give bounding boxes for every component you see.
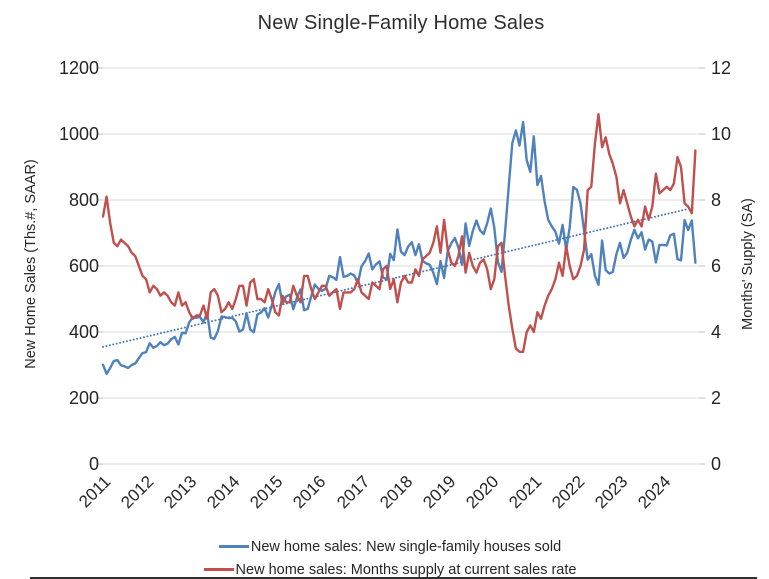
left-axis-tick-label: 600 — [68, 256, 99, 276]
left-axis-tick-label: 400 — [68, 322, 99, 342]
left-axis-tick-label: 200 — [68, 388, 99, 408]
left-axis-tick-label: 1000 — [58, 124, 99, 144]
right-axis-tick-label: 2 — [711, 388, 722, 408]
chart-title: New Single-Family Home Sales — [257, 12, 545, 34]
left-axis-tick-label: 0 — [88, 454, 99, 474]
legend-line-swatch-red — [203, 568, 234, 571]
bottom-border-line — [30, 577, 757, 579]
legend-item-months-supply: New home sales: Months supply at current… — [203, 560, 577, 579]
left-axis-tick-label: 1200 — [58, 58, 99, 78]
legend: New home sales: New single-family houses… — [60, 537, 720, 579]
right-axis-tick-label: 0 — [711, 454, 722, 474]
right-axis-tick-label: 12 — [711, 58, 732, 78]
right-axis-tick-label: 6 — [711, 256, 722, 276]
legend-line-swatch-blue — [218, 545, 249, 548]
left-axis-tick-label: 800 — [68, 190, 99, 210]
legend-item-home-sales: New home sales: New single-family houses… — [218, 537, 562, 556]
right-axis-tick-label: 8 — [711, 190, 722, 210]
right-axis-tick-label: 10 — [711, 124, 732, 144]
legend-label-months-supply: New home sales: Months supply at current… — [235, 561, 577, 578]
legend-label-home-sales: New home sales: New single-family houses… — [250, 538, 562, 555]
right-axis-tick-label: 4 — [711, 322, 722, 342]
